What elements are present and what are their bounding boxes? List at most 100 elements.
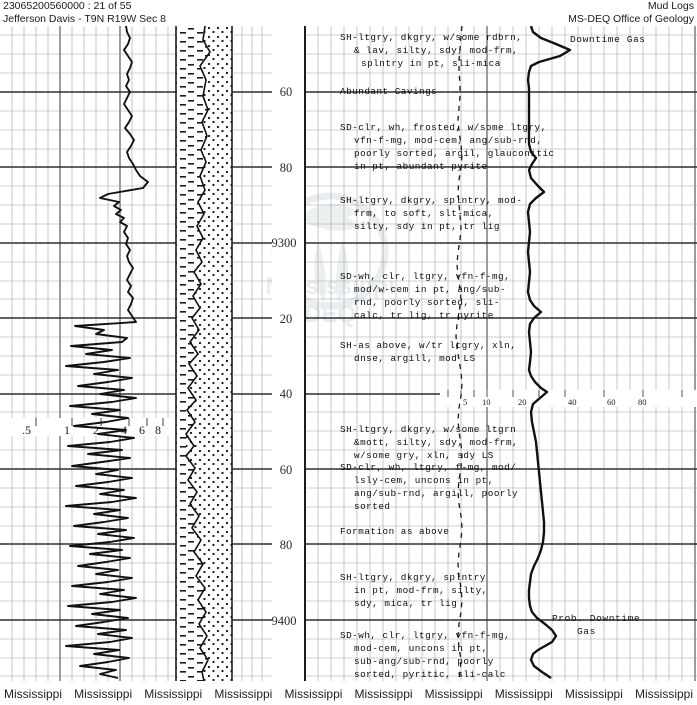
description-block: SH-as above, w/tr ltgry, xln, dnse, argi… <box>340 340 516 364</box>
footer-word: Mississippi <box>284 686 343 701</box>
header-left-block: 23065200560000 : 21 of 55 Jefferson Davi… <box>3 0 166 26</box>
rop-tick-label: 1 <box>64 423 70 437</box>
svg-text:dnse, argill, mod LS: dnse, argill, mod LS <box>354 353 476 364</box>
depth-label: 60 <box>280 85 293 99</box>
depth-label: 80 <box>280 161 293 175</box>
description-block: SD-wh, clr, ltgry, vfn-f-mg, mod/w-cem i… <box>340 271 510 321</box>
gas-curve-total <box>526 26 572 679</box>
description-block: SD-clr, wh, ltgry, f-mg, mod/ lsly-cem, … <box>340 462 518 512</box>
svg-text:SH-ltgry, dkgry, w/some rdbrn,: SH-ltgry, dkgry, w/some rdbrn, <box>340 32 522 43</box>
rop-major-vgrid <box>59 26 121 681</box>
gas-curve-dashed <box>455 26 463 681</box>
svg-text:sorted: sorted <box>354 501 390 512</box>
document-type: Mud Logs <box>647 0 694 12</box>
agency-name: MS-DEQ Office of Geology <box>568 13 694 25</box>
svg-text:calc, tr lig, tr pyrite: calc, tr lig, tr pyrite <box>354 310 494 321</box>
gas-scale-band <box>440 390 697 407</box>
svg-text:vfn-f-mg, mod-cem, ang/sub-rnd: vfn-f-mg, mod-cem, ang/sub-rnd, <box>354 135 542 146</box>
gas-tick-label: 10 <box>482 397 491 407</box>
depth-scale: 60 80 9300 20 40 60 80 9400 <box>272 26 306 681</box>
footer-word: Mississippi <box>74 686 133 701</box>
desc-major-hgrid <box>305 91 697 621</box>
gas-tick-label: 20 <box>518 397 527 407</box>
svg-text:mod-cem, uncons in pt,: mod-cem, uncons in pt, <box>354 643 488 654</box>
description-block: SH-ltgry, dkgry, w/some rdbrn, & lav, si… <box>340 32 522 69</box>
well-location: Jefferson Davis - T9N R19W Sec 8 <box>3 13 167 25</box>
description-text-blocks: SH-ltgry, dkgry, w/some rdbrn, & lav, si… <box>340 32 555 680</box>
gas-scale-labels: 5 10 20 40 60 80 <box>463 397 647 407</box>
description-block: Formation as above <box>340 526 449 537</box>
sandstone-fill <box>186 26 232 681</box>
rop-tick-label: 6 <box>139 423 145 437</box>
gas-tick-label: 80 <box>638 397 647 407</box>
header-right-block: Mud Logs MS-DEQ Office of Geology <box>568 0 694 26</box>
blank-track <box>232 26 272 681</box>
desc-fine-hgrid <box>305 34 697 677</box>
mud-log-sheet: Mississippi DEQ <box>0 26 697 681</box>
svg-text:SH-as above, w/tr ltgry, xln,: SH-as above, w/tr ltgry, xln, <box>340 340 516 351</box>
svg-text:lsly-cem, uncons in pt,: lsly-cem, uncons in pt, <box>354 475 494 486</box>
footer-word: Mississippi <box>144 686 203 701</box>
page-footer: Mississippi Mississippi Mississippi Miss… <box>0 682 697 705</box>
description-block: SH-ltgry, dkgry, w/some ltgrn &mott, sil… <box>340 424 518 461</box>
gas-tick-label: 60 <box>607 397 616 407</box>
lithology-track <box>175 26 233 681</box>
svg-text:sorted, pyritic, sli-calc: sorted, pyritic, sli-calc <box>354 669 506 680</box>
svg-text:in pt, mod-frm, silty,: in pt, mod-frm, silty, <box>354 585 488 596</box>
depth-label: 80 <box>280 538 293 552</box>
svg-text:SH-ltgry, dkgry, splntry: SH-ltgry, dkgry, splntry <box>340 572 486 583</box>
svg-text:frm, to soft, slt-mica,: frm, to soft, slt-mica, <box>354 208 494 219</box>
description-block: Abundant Cavings <box>340 86 437 97</box>
shale-fill <box>176 26 210 681</box>
svg-text:SH-ltgry, dkgry, splntry, mod-: SH-ltgry, dkgry, splntry, mod- <box>340 195 522 206</box>
svg-text:mod/w-cem in pt, ang/sub-: mod/w-cem in pt, ang/sub- <box>354 284 506 295</box>
svg-text:Abundant Cavings: Abundant Cavings <box>340 86 437 97</box>
rop-tick-label: .5 <box>22 423 31 437</box>
downtime-gas-annotation: Downtime Gas <box>570 34 646 45</box>
footer-word: Mississippi <box>214 686 273 701</box>
deq-watermark: Mississippi DEQ <box>265 192 395 328</box>
desc-fine-vgrid <box>317 26 683 681</box>
svg-text:SD-wh, clr, ltgry, vfn-f-mg,: SD-wh, clr, ltgry, vfn-f-mg, <box>340 271 510 282</box>
gas-tick-label: 5 <box>463 397 467 407</box>
gas-scale-ticks <box>447 390 683 397</box>
rop-track: .5 1 2 4 6 8 <box>0 26 176 681</box>
log-canvas: Mississippi DEQ <box>0 26 697 681</box>
watermark-line2: DEQ <box>304 301 356 328</box>
svg-text:in pt, abundant pyrite: in pt, abundant pyrite <box>354 161 488 172</box>
depth-label: 40 <box>280 387 293 401</box>
svg-text:SD-wh, clr, ltgry, vfn-f-mg,: SD-wh, clr, ltgry, vfn-f-mg, <box>340 630 510 641</box>
svg-text:ang/sub-rnd, argill, poorly: ang/sub-rnd, argill, poorly <box>354 488 518 499</box>
depth-label: 20 <box>280 312 293 326</box>
description-gas-track: 5 10 20 40 60 80 Downtime Gas Prob. Down… <box>304 26 697 681</box>
footer-word: Mississippi <box>354 686 413 701</box>
svg-text:SH-ltgry, dkgry, w/some ltgrn: SH-ltgry, dkgry, w/some ltgrn <box>340 424 516 435</box>
depth-label: 9400 <box>272 614 297 628</box>
svg-text:rnd, poorly sorted, sli-: rnd, poorly sorted, sli- <box>354 297 500 308</box>
lithology-contact-line <box>184 26 211 681</box>
document-id: 23065200560000 : 21 of 55 <box>3 0 132 12</box>
footer-word: Mississippi <box>634 686 693 701</box>
rop-fine-hgrid <box>0 34 176 677</box>
rop-curve <box>65 26 149 679</box>
rop-scale-ticks <box>35 418 164 426</box>
svg-text:& lav, silty, sdy, mod-frm,: & lav, silty, sdy, mod-frm, <box>354 45 518 56</box>
svg-text:&mott, silty, sdy, mod-frm,: &mott, silty, sdy, mod-frm, <box>354 437 518 448</box>
page-header: 23065200560000 : 21 of 55 Jefferson Davi… <box>0 0 697 26</box>
footer-word: Mississippi <box>424 686 483 701</box>
description-block: SD-clr, wh, frosted, w/some ltgry, vfn-f… <box>340 122 555 172</box>
svg-text:sdy, mica, tr lig: sdy, mica, tr lig <box>354 598 457 609</box>
footer-word: Mississippi <box>4 686 63 701</box>
rop-fine-vgrid <box>11 26 169 681</box>
svg-text:SD-clr, wh, frosted, w/some lt: SD-clr, wh, frosted, w/some ltgry, <box>340 122 547 133</box>
rop-tick-label: 2 <box>93 423 99 437</box>
depth-label: 9300 <box>272 236 297 250</box>
svg-text:silty, sdy in pt, tr lig: silty, sdy in pt, tr lig <box>354 221 500 232</box>
footer-word: Mississippi <box>494 686 553 701</box>
svg-text:splntry in pt, sli-mica: splntry in pt, sli-mica <box>361 58 501 69</box>
prob-downtime-annotation-line2: Gas <box>577 626 596 637</box>
depth-label: 60 <box>280 463 293 477</box>
depth-labels: 60 80 9300 20 40 60 80 9400 <box>272 85 297 628</box>
description-block: SH-ltgry, dkgry, splntry, mod- frm, to s… <box>340 195 522 232</box>
svg-text:poorly sorted, argil, glauconi: poorly sorted, argil, glauconitic <box>354 148 555 159</box>
